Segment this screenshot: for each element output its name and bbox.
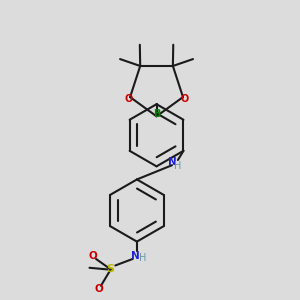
Text: H: H <box>139 253 146 263</box>
Text: O: O <box>181 94 189 104</box>
Text: N: N <box>131 251 140 261</box>
Text: N: N <box>168 157 176 167</box>
Text: S: S <box>107 264 115 274</box>
Text: O: O <box>124 94 133 104</box>
Text: H: H <box>174 161 182 171</box>
Text: B: B <box>154 109 161 119</box>
Text: O: O <box>88 251 97 261</box>
Text: O: O <box>95 284 104 294</box>
